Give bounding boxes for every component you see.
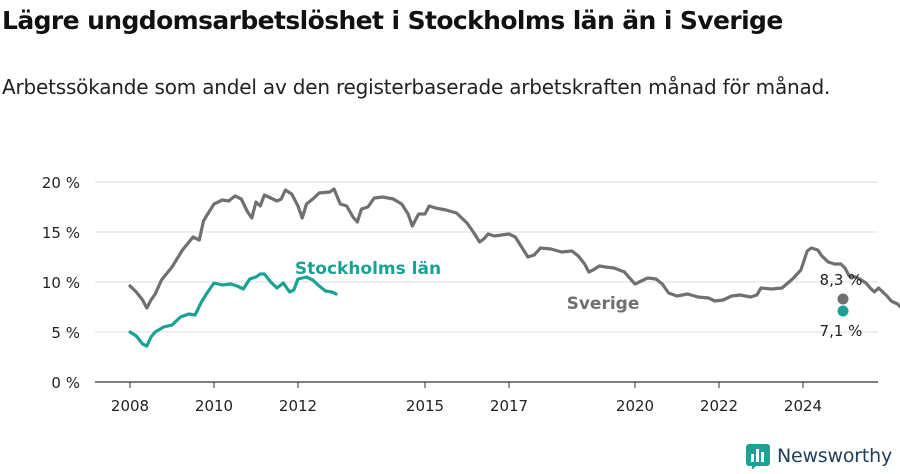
x-tick-label: 2012 [279,397,317,415]
series-line-sverige [128,187,900,310]
brand-logo: Newsworthy [745,442,892,470]
y-tick-label: 10 % [42,274,80,292]
y-tick-label: 20 % [42,174,80,192]
page-subtitle: Arbetssökande som andel av den registerb… [2,75,831,99]
end-label-stockholms-lan: 7,1 % [820,322,863,340]
bar-chart-logo-icon [745,444,770,469]
y-tick-label: 15 % [42,224,80,242]
end-label-sverige: 8,3 % [820,271,863,289]
y-tick-label: 5 % [51,324,80,342]
x-tick-label: 2015 [406,397,444,415]
y-axis-ticks: 0 % 5 % 10 % 15 % 20 % [42,174,80,392]
y-tick-label: 0 % [51,374,80,392]
series-label-sverige: Sverige [567,294,640,314]
x-tick-label: 2010 [195,397,233,415]
page-title: Lägre ungdomsarbetslöshet i Stockholms l… [2,6,783,35]
end-marker-stockholms-lan [837,305,849,317]
series-label-stockholms-lan: Stockholms län [295,259,441,279]
grid-lines [95,181,878,383]
series-lines [128,187,900,348]
x-tick-label: 2008 [111,397,149,415]
x-axis: 2008 2010 2012 2015 2017 2020 2022 2024 [111,382,822,415]
annotations: 8,3 % 7,1 % Stockholms län Sverige [292,257,863,341]
series-line-stockholms-l-n [128,272,338,348]
x-tick-label: 2024 [784,397,822,415]
x-tick-label: 2020 [616,397,654,415]
end-marker-sverige [837,293,849,305]
x-tick-label: 2022 [700,397,738,415]
brand-name: Newsworthy [776,445,892,467]
x-tick-label: 2017 [490,397,528,415]
